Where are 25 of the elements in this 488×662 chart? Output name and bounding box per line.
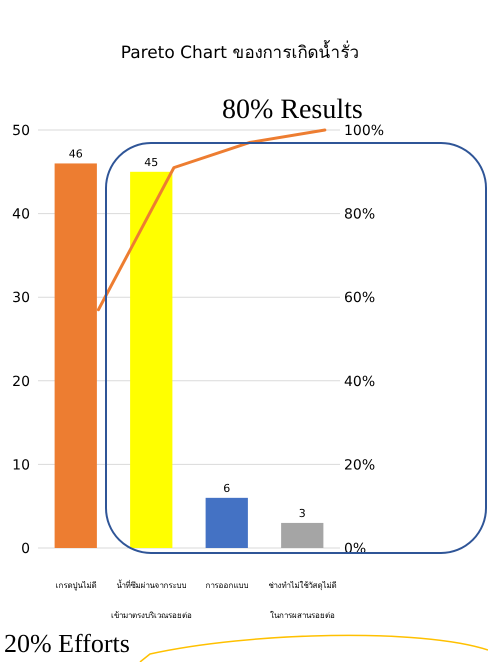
y-tick-label: 30 xyxy=(12,290,30,306)
y2-tick-label: 20% xyxy=(344,457,376,474)
bar xyxy=(130,172,172,548)
category-label: น้ำที่ซึมผ่านจากระบบ เข้ามาตรงบริเวณรอยต่อ xyxy=(110,581,192,620)
bar xyxy=(281,522,324,548)
y-tick-label: 20 xyxy=(12,374,30,390)
category-label: ช่างทำไม่ใช้วัสดุไม่ดี ในการผสานรอยต่อ xyxy=(268,581,336,620)
data-label: 3 xyxy=(298,506,306,520)
y2-tick-label: 100% xyxy=(344,123,384,139)
bar xyxy=(206,498,248,548)
y2-tick-label: 80% xyxy=(344,206,376,223)
data-label: 46 xyxy=(68,147,83,160)
y2-tick-label: 40% xyxy=(344,374,376,390)
data-label: 45 xyxy=(144,156,158,169)
chart-title: Pareto Chart ของการเกิดน้ำรั่ว xyxy=(120,40,360,63)
y-tick-label: 50 xyxy=(12,123,30,139)
y2-tick-label: 60% xyxy=(344,290,376,306)
y-tick-label: 40 xyxy=(12,206,30,223)
y-tick-label: 0 xyxy=(21,541,30,557)
text: 20% Efforts xyxy=(4,629,130,658)
data-label: 6 xyxy=(223,482,230,495)
x-tick-label: เกรดปูนไม่ดี xyxy=(55,581,96,591)
text: 80% Results xyxy=(222,94,363,125)
y-tick-label: 10 xyxy=(12,457,30,474)
x-tick-label: การออกแบบ xyxy=(205,581,248,590)
